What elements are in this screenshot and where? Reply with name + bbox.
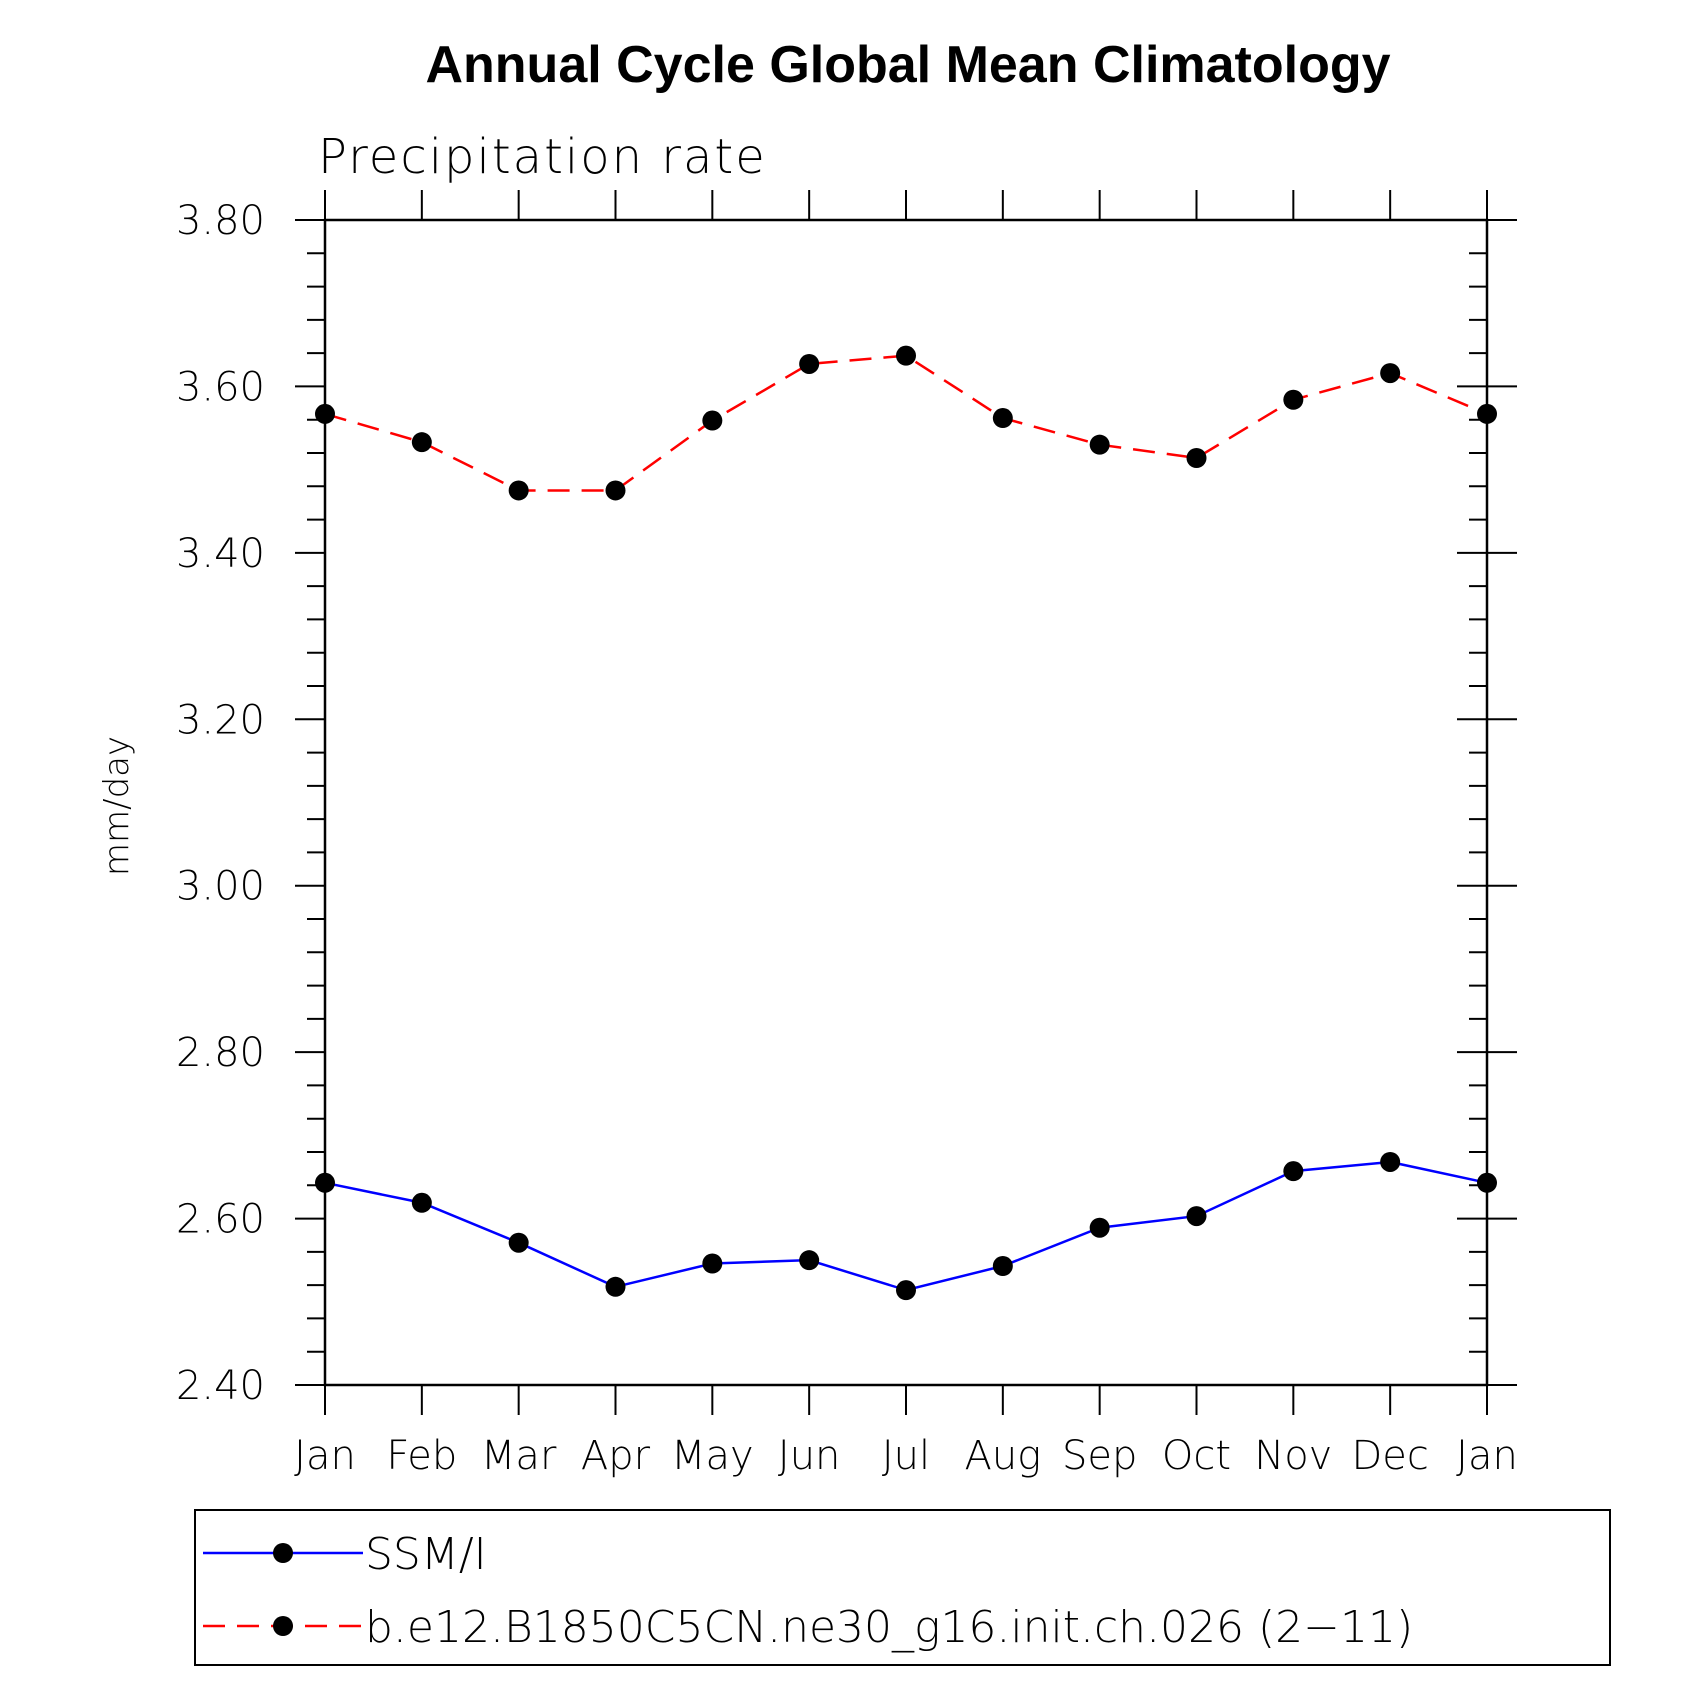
legend-box [194, 1509, 1611, 1666]
legend-label: b.e12.B1850C5CN.ne30_g16.init.ch.026 (2−… [365, 1602, 1413, 1653]
data-point [411, 432, 432, 453]
data-point [896, 345, 916, 366]
data-point [1283, 1161, 1304, 1182]
data-point [799, 353, 820, 374]
y-tick-label: 3.60 [176, 364, 265, 410]
x-tick-label: Feb [386, 1433, 457, 1479]
data-point [1380, 1151, 1401, 1172]
x-tick-label: Dec [1351, 1433, 1428, 1479]
y-tick-label: 2.80 [176, 1030, 265, 1076]
data-point [605, 480, 626, 501]
data-point [992, 1256, 1013, 1277]
data-point [1186, 447, 1207, 468]
data-point [1186, 1206, 1207, 1227]
series-line [324, 1160, 1488, 1292]
x-tick-label: Jan [1456, 1433, 1518, 1479]
series-line [324, 354, 1488, 492]
data-point [315, 403, 335, 424]
y-tick-label: 2.60 [176, 1197, 265, 1243]
x-tick-label: Aug [964, 1433, 1041, 1479]
x-tick-label: Sep [1062, 1433, 1137, 1479]
y-tick-label: 3.40 [176, 531, 265, 577]
x-tick-label: Mar [481, 1433, 557, 1479]
legend-marker [273, 1616, 293, 1636]
data-point [992, 408, 1013, 429]
x-tick-label: Nov [1254, 1433, 1332, 1479]
x-tick-label: May [671, 1433, 754, 1479]
data-point [1089, 1217, 1110, 1238]
data-point [1380, 363, 1401, 384]
y-tick-label: 3.20 [176, 697, 265, 743]
x-tick-label: Jul [882, 1433, 930, 1479]
data-point [1477, 1172, 1497, 1193]
series-1 [315, 345, 1497, 501]
x-tick-label: Jan [294, 1433, 356, 1479]
series-0 [315, 1151, 1497, 1301]
data-point [1089, 434, 1110, 455]
tick-labels: 2.40 2.60 2.80 3.00 3.20 3.40 3.60 3.80 Jan Feb Ma… [176, 198, 1518, 1479]
data-point [315, 1172, 335, 1193]
legend-marker [273, 1543, 293, 1563]
legend: SSM/I b.e12.B1850C5CN.ne30_g16.init.ch.02… [194, 1509, 1611, 1666]
plot-border [323, 218, 1489, 1387]
data-point [896, 1280, 916, 1301]
data-point [1283, 389, 1304, 410]
axis-ticks [295, 190, 1517, 1415]
x-tick-label: Oct [1162, 1433, 1231, 1479]
data-point [411, 1192, 432, 1213]
data-point [508, 480, 529, 501]
data-point [508, 1232, 529, 1253]
chart-subtitle: Precipitation rate [318, 129, 767, 185]
y-axis-label: mm/day [97, 736, 137, 876]
legend-label: SSM/I [365, 1529, 487, 1580]
data-point [1477, 403, 1497, 424]
data-point [702, 410, 723, 431]
data-point [799, 1250, 820, 1271]
y-tick-label: 3.00 [176, 864, 265, 910]
y-tick-label: 3.80 [176, 198, 265, 244]
plot-frame [323, 218, 1489, 1387]
x-tick-label: Jun [778, 1433, 841, 1479]
data-point [702, 1253, 723, 1274]
data-point [605, 1276, 626, 1297]
series-layer [315, 345, 1497, 1301]
chart-title: Annual Cycle Global Mean Climatology [425, 36, 1390, 94]
y-tick-label: 2.40 [176, 1363, 265, 1409]
x-tick-label: Apr [581, 1433, 651, 1479]
